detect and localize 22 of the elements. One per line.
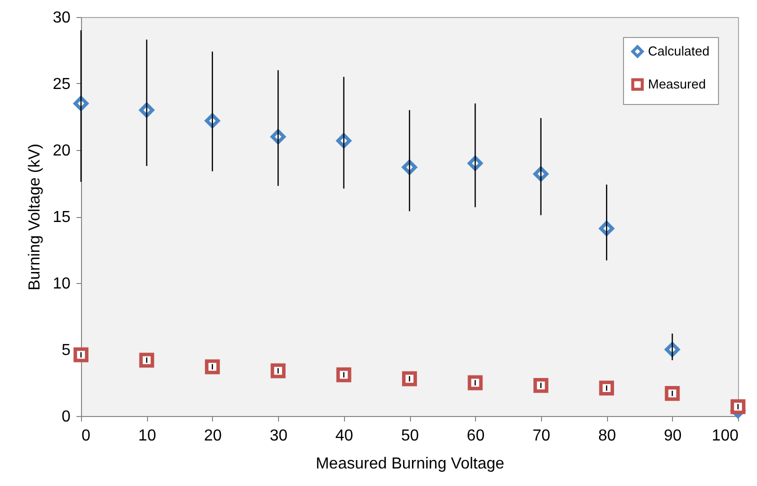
y-tick-label: 15 <box>52 209 71 226</box>
y-tick-label: 10 <box>52 276 71 292</box>
x-tick-label: 30 <box>270 428 288 444</box>
x-tick-label: 60 <box>466 428 485 444</box>
y-tick-label: 20 <box>52 142 71 160</box>
y-tick-label: 5 <box>62 342 71 359</box>
x-tick-label: 10 <box>138 428 156 444</box>
x-tick-label: 90 <box>664 428 682 444</box>
x-tick-label: 80 <box>598 428 616 444</box>
x-tick-label: 0 <box>82 428 90 444</box>
legend-label: Calculated <box>648 44 710 58</box>
x-axis-title: Measured Burning Voltage <box>316 456 504 472</box>
y-tick-label: 0 <box>62 408 71 426</box>
x-tick-label: 50 <box>401 428 419 444</box>
x-tick-label: 20 <box>204 428 222 444</box>
y-tick-label: 30 <box>52 10 71 26</box>
x-tick-label: 40 <box>335 428 354 444</box>
y-tick-label: 25 <box>52 76 71 93</box>
y-axis-title: Burning Voltage (kV) <box>26 144 44 290</box>
x-tick-label: 70 <box>532 428 550 444</box>
legend-label: Measured <box>648 76 706 92</box>
x-tick-label: 100 <box>712 428 739 444</box>
